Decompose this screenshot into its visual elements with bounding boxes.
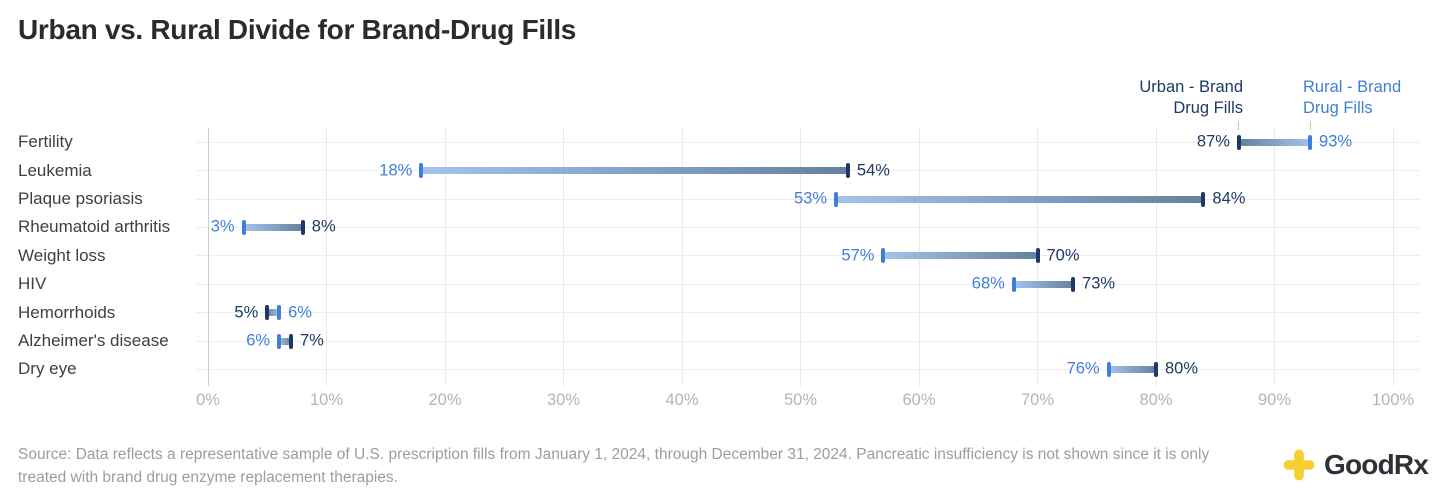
category-label: Fertility — [18, 132, 73, 152]
urban-value-label: 54% — [856, 161, 890, 180]
urban-value-label: 73% — [1082, 274, 1116, 293]
range-bar — [267, 309, 280, 317]
gridline — [326, 128, 327, 386]
row-gridline — [196, 226, 1420, 228]
gridline-axis — [207, 128, 209, 386]
legend-urban-label: Urban - Brand Drug Fills — [1139, 78, 1243, 117]
urban-cap — [845, 163, 850, 179]
chart-title: Urban vs. Rural Divide for Brand-Drug Fi… — [18, 14, 577, 45]
source-note: Source: Data reflects a representative s… — [18, 446, 1210, 486]
rural-cap — [834, 191, 839, 207]
legend-rural-label: Rural - Brand Drug Fills — [1303, 78, 1402, 117]
axis-tick-label: 70% — [1020, 391, 1055, 409]
rural-cap — [1308, 134, 1313, 150]
range-bar — [1013, 280, 1074, 288]
range-bar — [836, 195, 1204, 203]
rural-value-label: 93% — [1319, 132, 1353, 151]
gridline — [1392, 128, 1394, 386]
rural-value-label: 6% — [288, 303, 312, 322]
axis-tick-label: 10% — [309, 391, 344, 409]
range-bar — [1238, 138, 1311, 146]
category-label: Weight loss — [18, 245, 106, 265]
goodrx-logo: GoodRx — [1281, 447, 1429, 483]
category-label: Hemorrhoids — [18, 302, 116, 322]
goodrx-cross-icon — [1281, 447, 1317, 483]
category-label: Alzheimer's disease — [18, 331, 169, 350]
urban-cap — [1236, 134, 1241, 150]
range-bar — [279, 337, 291, 345]
gridline — [1274, 128, 1275, 386]
row-gridline — [196, 141, 1420, 143]
axis-tick-label: 60% — [902, 391, 936, 409]
rural-cap — [1011, 276, 1016, 292]
rural-cap — [241, 219, 246, 235]
row-gridline — [196, 312, 1420, 314]
rural-cap — [419, 163, 424, 179]
urban-cap — [265, 305, 270, 321]
urban-value-label: 7% — [299, 331, 324, 350]
axis-tick-label: 90% — [1257, 391, 1292, 409]
axis-tick-label: 20% — [428, 391, 462, 409]
range-bar — [1108, 365, 1156, 373]
row-gridline — [196, 198, 1420, 200]
rural-value-label: 3% — [210, 217, 235, 236]
axis-tick-label: 50% — [783, 391, 818, 409]
category-label: Rheumatoid arthritis — [18, 217, 171, 237]
category-label: HIV — [18, 274, 47, 294]
gridline — [800, 128, 801, 386]
axis-tick-label: 0% — [196, 391, 220, 409]
axis-tick-label: 80% — [1139, 391, 1173, 409]
urban-cap — [300, 219, 305, 235]
gridline — [444, 128, 446, 386]
urban-value-label: 70% — [1046, 246, 1080, 265]
legend-pointer-rural — [1309, 121, 1311, 130]
rural-value-label: 68% — [971, 274, 1005, 293]
urban-value-label: 8% — [311, 217, 336, 236]
range-bar — [883, 252, 1038, 260]
axis-tick-label: 30% — [546, 391, 581, 409]
urban-cap — [1035, 248, 1040, 264]
urban-value-label: 87% — [1196, 132, 1230, 151]
rural-value-label: 53% — [794, 189, 828, 208]
rural-value-label: 57% — [841, 246, 875, 265]
urban-cap — [1201, 191, 1206, 207]
rural-cap — [277, 305, 282, 321]
rural-value-label: 18% — [379, 161, 413, 180]
urban-value-label: 80% — [1165, 359, 1199, 378]
rural-cap — [277, 333, 282, 349]
row-gridline — [196, 340, 1420, 342]
range-bar — [421, 167, 848, 175]
urban-cap — [1154, 361, 1158, 377]
gridline — [681, 128, 683, 386]
category-label: Plaque psoriasis — [18, 189, 143, 208]
axis-tick-label: 100% — [1371, 391, 1415, 409]
rural-value-label: 6% — [246, 331, 271, 350]
urban-value-label: 5% — [234, 303, 259, 322]
legend-pointer-urban — [1238, 121, 1240, 130]
rural-cap — [1106, 361, 1111, 377]
urban-value-label: 84% — [1212, 189, 1246, 208]
category-label: Dry eye — [18, 359, 77, 379]
row-gridline — [196, 283, 1420, 285]
goodrx-logo-text: GoodRx — [1324, 449, 1429, 480]
gridline — [563, 128, 564, 386]
row-gridline — [196, 368, 1420, 370]
urban-cap — [288, 333, 293, 349]
axis-tick-label: 40% — [665, 391, 699, 409]
row-gridline — [196, 255, 1420, 257]
rural-value-label: 76% — [1066, 359, 1100, 378]
gridline — [1155, 128, 1157, 386]
rural-cap — [881, 248, 886, 264]
range-bar — [243, 223, 303, 231]
category-label: Leukemia — [18, 160, 92, 180]
urban-cap — [1071, 276, 1076, 292]
